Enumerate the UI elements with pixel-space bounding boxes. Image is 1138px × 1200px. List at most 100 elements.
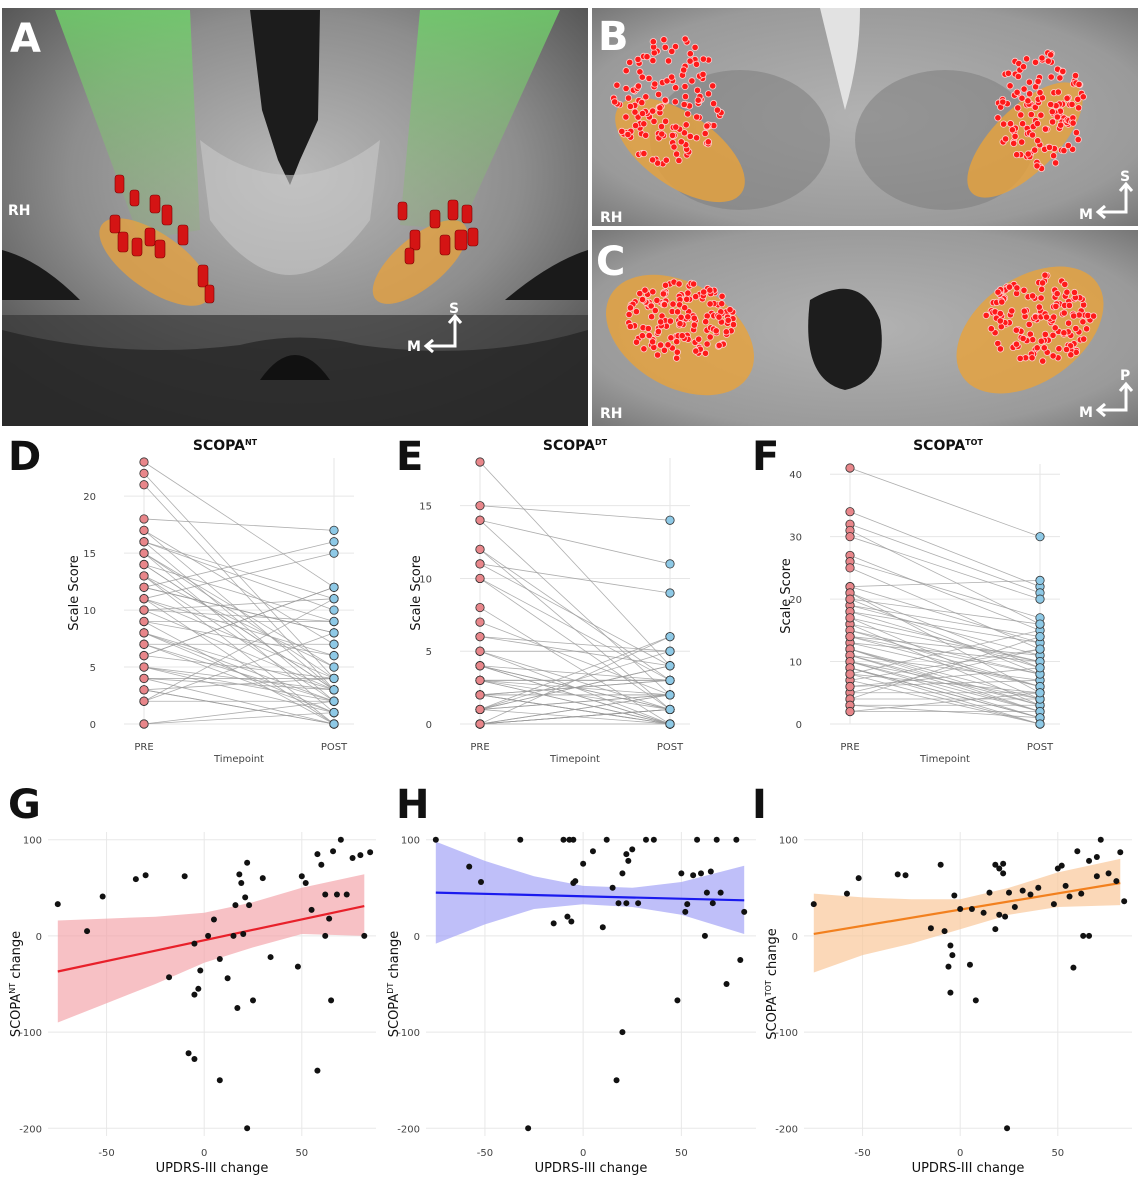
contact-point [1033,120,1042,128]
contact-point [678,332,686,340]
contact-point [724,316,732,324]
y-tick-label: -100 [397,1028,420,1039]
scatter-point [224,975,231,982]
scatter-point [322,932,329,939]
x-axis-title: UPDRS-III change [912,1161,1025,1176]
scatter-point [1074,848,1081,855]
scatter-point [609,884,616,891]
scatter-point [367,849,374,856]
contact-point [681,35,689,43]
x-tick-label: POST [657,742,684,753]
contact-point [1042,313,1051,321]
x-tick-label: -50 [98,1148,114,1159]
contact-point [676,320,684,328]
contact-point [701,349,710,357]
pair-line [479,578,671,681]
contact-point [668,47,676,56]
contact-point [668,73,676,81]
chart-h: -200 -100 0 100 -50 0 50 UPDRS-III change SCOPAD… [386,832,756,1176]
post-point [1035,688,1045,698]
contact-point [611,98,619,106]
x-tick-label: 50 [675,1148,688,1159]
contact-point [626,58,634,67]
contact-point [692,134,701,142]
scatter-point [650,836,657,843]
contact-point [701,129,709,138]
scatter-point [951,892,958,899]
scatter-point [1097,836,1104,843]
contact-point [692,60,701,68]
contact-point [994,114,1002,122]
contact-point [658,130,666,138]
contact-point [624,130,632,139]
contact-point [693,86,702,94]
contact-point [1017,111,1025,119]
contact-point [726,306,734,314]
contact-point [638,332,647,340]
scatter-point [580,860,587,867]
post-point [665,632,675,642]
pair-line [849,636,1041,675]
contact-point [1070,312,1078,320]
chart-g: -200 -100 0 100 -50 0 50 UPDRS-III change SCOPAN… [8,832,376,1176]
scatter-point [1000,870,1007,877]
contact-point [671,98,679,106]
pre-point [475,457,485,467]
contact-point [638,295,647,304]
scatter-point [613,1077,620,1084]
x-axis-title: Timepoint [919,754,970,765]
contact-point [657,123,666,131]
pair-line [143,552,335,713]
pre-point [139,662,149,672]
contact-point [1057,121,1065,129]
contact-point [680,129,689,137]
pair-line [143,518,335,531]
scatter-point [330,848,337,855]
orientation-arrows-a [423,313,463,354]
scatter-point [1117,849,1124,856]
scatter-point [230,932,237,939]
scatter-point [550,920,557,927]
x-tick-label: 0 [580,1148,586,1159]
x-axis-title: UPDRS-III change [156,1161,269,1176]
contact-point [1034,77,1042,86]
contact-point [686,132,694,140]
contact-point [690,314,698,322]
scatter-point [564,913,571,920]
pre-point [139,594,149,604]
post-point [329,662,339,672]
scatter-point [259,875,266,882]
scatter-point [927,925,934,932]
y-axis-title-sub: TOT [764,980,773,997]
contact-point [692,292,700,301]
scatter-point [210,916,217,923]
contact-point [672,123,680,131]
y-tick-label: 5 [426,647,432,658]
pair-line [479,519,671,696]
scatter-point [1058,862,1065,869]
scatter-point [992,861,999,868]
contact-point [622,113,630,121]
contact-point [1008,307,1016,315]
scatter-point [941,928,948,935]
scatter-point [240,930,247,937]
contact-point [1075,104,1083,112]
contact-point [638,73,646,81]
contact-point [1020,286,1028,294]
scatter-point [466,863,473,870]
hemisphere-label-c: RH [600,406,623,422]
contact-point [1022,55,1031,63]
post-point [1035,532,1045,542]
contact-point [1060,329,1068,337]
scatter-point [810,901,817,908]
orientation-vertical-b: S [1120,169,1130,185]
post-point [1035,575,1045,585]
pair-line [849,661,1041,719]
y-axis-title-suffix: change [9,931,24,983]
hemisphere-label-b: RH [600,210,623,226]
scatter-point [996,911,1003,918]
scatter-point [185,1050,192,1057]
pair-line [143,678,335,691]
contact-point [729,320,738,329]
pair-line [849,536,1041,600]
